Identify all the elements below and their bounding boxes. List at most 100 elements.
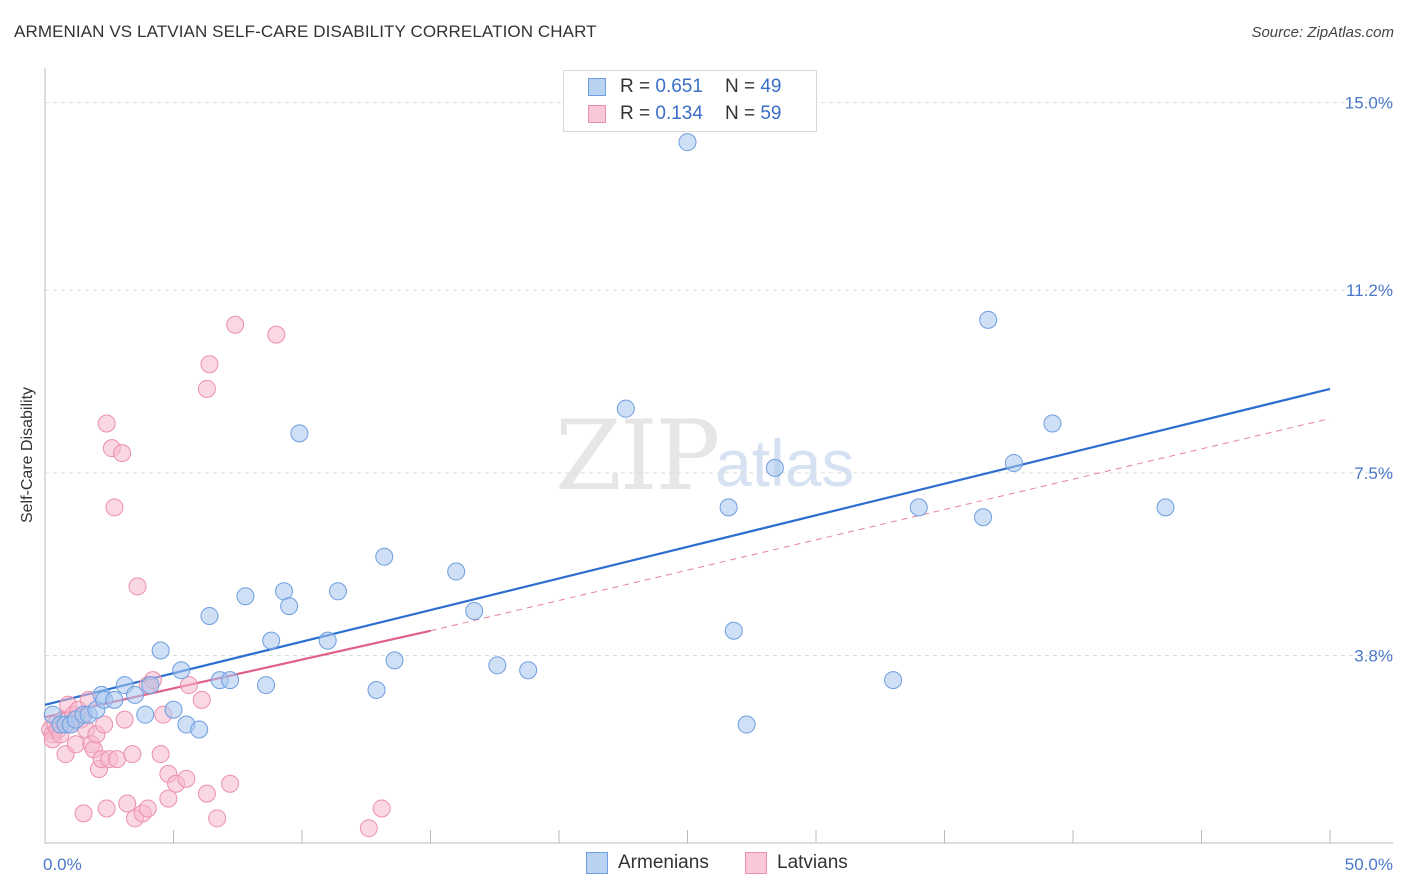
latvians-point-44 <box>177 769 196 788</box>
latvians-point-50 <box>208 809 227 828</box>
armenians-point-10 <box>105 690 124 709</box>
armenians-point-41 <box>724 621 743 640</box>
armenians-point-22 <box>221 671 240 690</box>
armenians-point-42 <box>737 715 756 734</box>
source-label: Source: ZipAtlas.com <box>1251 24 1394 41</box>
armenians-point-25 <box>262 631 281 650</box>
latvians-point-11 <box>66 735 85 754</box>
armenians-point-33 <box>385 651 404 670</box>
latvians-point-37 <box>138 799 157 818</box>
armenians-legend-swatch <box>586 852 608 874</box>
latvians-point-28 <box>107 750 126 769</box>
latvians-point-51 <box>221 774 240 793</box>
correlation-legend: R = 0.651 N = 49 R = 0.134 N = 59 <box>563 70 817 132</box>
watermark-atlas: atlas <box>715 426 855 500</box>
armenians-point-39 <box>678 133 697 152</box>
latvians-point-49 <box>200 355 219 374</box>
armenians-point-27 <box>280 597 299 616</box>
y-tick-label-3: 15.0% <box>1345 94 1393 113</box>
armenians-point-49 <box>1043 414 1062 433</box>
armenians-swatch <box>588 78 606 96</box>
trend-lines <box>44 387 1331 719</box>
armenians-legend-label: Armenians <box>618 852 709 873</box>
latvians-point-22 <box>95 715 114 734</box>
x-tick-label-1: 50.0% <box>1345 855 1393 874</box>
armenians-point-15 <box>151 641 170 660</box>
armenians-point-17 <box>172 661 191 680</box>
latvians-swatch <box>588 105 606 123</box>
armenians-point-29 <box>318 631 337 650</box>
y-tick-label-0: 3.8% <box>1354 646 1393 665</box>
armenians-point-14 <box>141 676 160 695</box>
armenians-points <box>43 133 1175 739</box>
latvians-point-32 <box>123 745 142 764</box>
latvians-point-24 <box>97 799 116 818</box>
armenians-trend-line <box>44 387 1331 706</box>
legend-item-latvians[interactable]: Latvians <box>745 852 848 874</box>
watermark-zip: ZIP <box>555 400 720 512</box>
latvians-point-29 <box>113 444 132 463</box>
armenians-point-43 <box>765 458 784 477</box>
latvians-r-label: R = <box>620 103 651 124</box>
x-tick-label-0: 0.0% <box>43 855 82 874</box>
latvians-point-55 <box>372 799 391 818</box>
armenians-point-46 <box>974 508 993 527</box>
latvians-point-30 <box>115 710 134 729</box>
latvians-point-46 <box>192 690 211 709</box>
armenians-point-32 <box>375 547 394 566</box>
latvians-n-label: N = <box>724 103 756 124</box>
legend-row-latvians: R = 0.134 N = 59 <box>588 102 781 126</box>
armenians-point-30 <box>328 582 347 601</box>
latvians-point-48 <box>197 784 216 803</box>
armenians-point-50 <box>1156 498 1175 517</box>
x-tick-labels: 0.0% 50.0% <box>43 855 1393 874</box>
armenians-point-16 <box>164 700 183 719</box>
chart-title: ARMENIAN VS LATVIAN SELF-CARE DISABILITY… <box>14 22 597 41</box>
latvians-point-45 <box>179 676 198 695</box>
latvians-point-27 <box>105 498 124 517</box>
armenians-point-34 <box>447 562 466 581</box>
armenians-point-20 <box>200 606 219 625</box>
armenians-point-19 <box>190 720 209 739</box>
armenians-point-28 <box>290 424 309 443</box>
latvians-legend-swatch <box>745 852 767 874</box>
latvians-point-34 <box>128 577 147 596</box>
armenians-point-13 <box>136 705 155 724</box>
armenians-point-36 <box>488 656 507 675</box>
armenians-point-38 <box>616 399 635 418</box>
armenians-r-label: R = <box>620 76 651 97</box>
latvians-point-53 <box>267 325 286 344</box>
latvians-point-54 <box>359 819 378 838</box>
armenians-r-value: 0.651 <box>655 76 703 97</box>
latvians-point-52 <box>226 315 245 334</box>
armenians-n-value: 49 <box>760 76 782 97</box>
latvians-point-47 <box>197 379 216 398</box>
latvians-points <box>41 315 391 838</box>
y-tick-labels: 3.8% 7.5% 11.2% 15.0% <box>1345 94 1393 666</box>
latvians-n-value: 59 <box>760 103 782 124</box>
latvians-legend-label: Latvians <box>777 852 848 873</box>
grid-lines <box>45 102 1393 656</box>
armenians-point-37 <box>519 661 538 680</box>
armenians-point-48 <box>1004 453 1023 472</box>
legend-row-armenians: R = 0.651 N = 49 <box>588 75 781 99</box>
latvians-r-value: 0.134 <box>655 103 703 124</box>
latvians-point-41 <box>159 789 178 808</box>
armenians-point-35 <box>465 602 484 621</box>
armenians-n-label: N = <box>724 76 756 97</box>
legend-item-armenians[interactable]: Armenians <box>586 852 709 874</box>
y-tick-label-2: 11.2% <box>1346 281 1393 300</box>
latvians-point-31 <box>118 794 137 813</box>
latvians-point-23 <box>97 414 116 433</box>
latvians-point-39 <box>151 745 170 764</box>
armenians-point-45 <box>909 498 928 517</box>
armenians-point-40 <box>719 498 738 517</box>
x-ticks <box>44 830 1331 843</box>
armenians-point-44 <box>884 671 903 690</box>
axes <box>44 68 1393 844</box>
armenians-point-31 <box>367 681 386 699</box>
y-tick-label-1: 7.5% <box>1354 464 1393 483</box>
series-legend: Armenians Latvians <box>0 852 1406 876</box>
armenians-point-47 <box>979 310 998 329</box>
latvians-point-14 <box>74 804 93 823</box>
